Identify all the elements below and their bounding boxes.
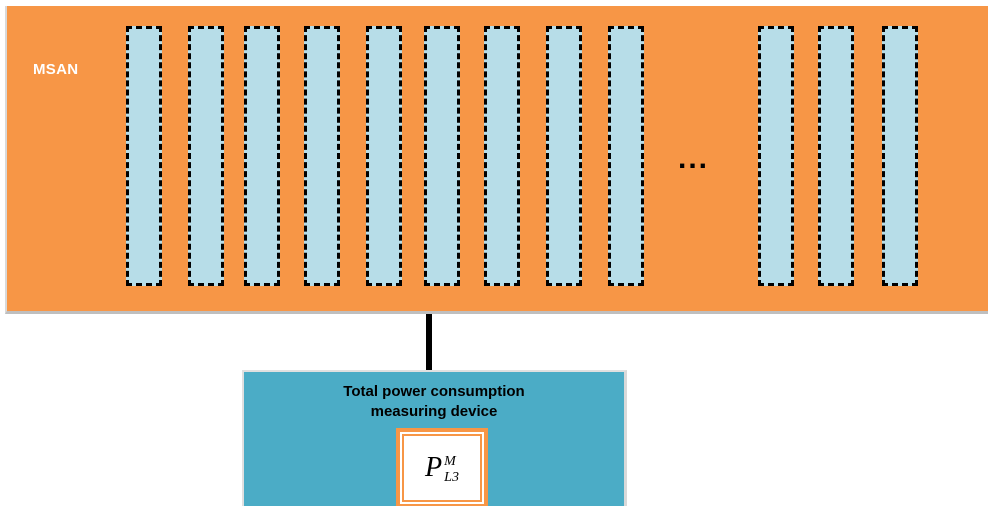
device-title-line1: Total power consumption bbox=[343, 383, 525, 400]
line-card-slot bbox=[608, 26, 644, 286]
line-card-slot bbox=[758, 26, 794, 286]
power-meter-display: P M L3 bbox=[396, 428, 488, 506]
line-card-slot bbox=[366, 26, 402, 286]
power-measuring-device: Total power consumption measuring device… bbox=[242, 370, 627, 506]
connector-line bbox=[426, 314, 432, 370]
line-card-slot bbox=[188, 26, 224, 286]
line-card-slot bbox=[244, 26, 280, 286]
line-card-slot bbox=[882, 26, 918, 286]
line-card-slot bbox=[304, 26, 340, 286]
line-card-slot bbox=[126, 26, 162, 286]
device-title-line2: measuring device bbox=[370, 403, 498, 420]
msan-label: MSAN bbox=[33, 61, 79, 78]
power-symbol-base: P bbox=[425, 452, 443, 483]
line-card-slot bbox=[818, 26, 854, 286]
line-card-slot bbox=[424, 26, 460, 286]
line-card-slot bbox=[484, 26, 520, 286]
power-symbol-subscript: L3 bbox=[444, 470, 459, 485]
more-cards-ellipsis: ... bbox=[678, 142, 710, 175]
power-symbol-indices: M L3 bbox=[444, 454, 459, 486]
line-card-slot bbox=[546, 26, 582, 286]
power-symbol: P M L3 bbox=[404, 436, 480, 500]
device-title: Total power consumption measuring device bbox=[244, 382, 624, 422]
power-symbol-superscript: M bbox=[444, 454, 456, 469]
